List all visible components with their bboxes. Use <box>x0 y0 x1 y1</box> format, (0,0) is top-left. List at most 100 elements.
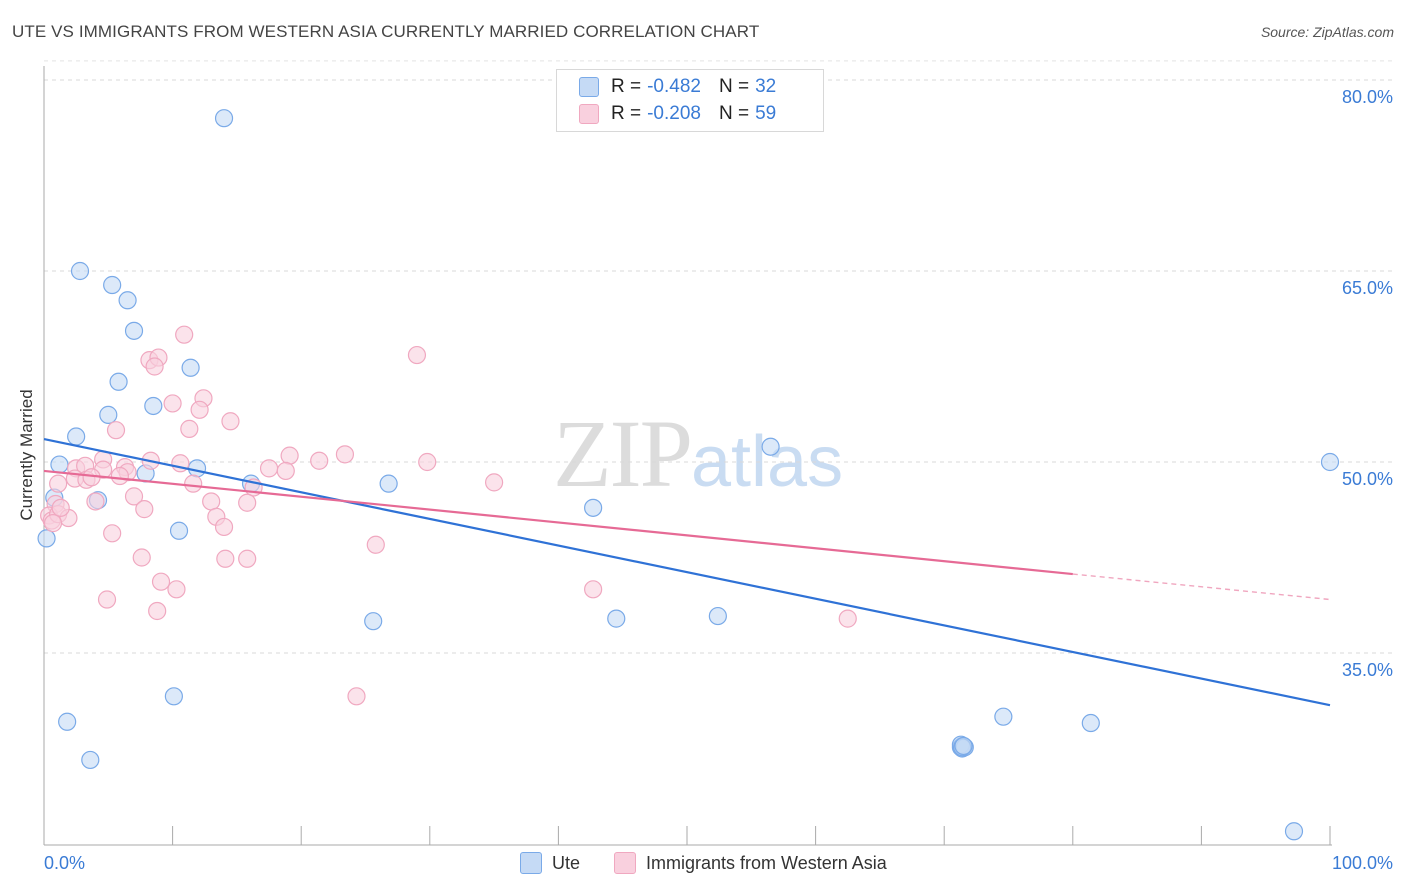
western-asia-point <box>335 445 355 464</box>
y-tick-label: 35.0% <box>1342 660 1393 680</box>
western-asia-point <box>184 474 203 493</box>
western-asia-trend-line-extension <box>1072 573 1331 601</box>
western-asia-point <box>132 548 151 567</box>
series-legend-western-asia: Immigrants from Western Asia <box>614 852 887 874</box>
legend-row-western-asia: R = -0.208 N = 59 <box>579 102 776 126</box>
western-asia-point <box>180 419 199 438</box>
chart-title: UTE VS IMMIGRANTS FROM WESTERN ASIA CURR… <box>12 22 760 41</box>
ute-point <box>181 358 200 377</box>
y-tick-label: 80.0% <box>1342 87 1393 107</box>
western-asia-point <box>221 412 240 431</box>
series-legend-ute: Ute <box>520 852 580 874</box>
western-asia-point <box>124 487 144 506</box>
legend-r-label: R = <box>611 76 642 97</box>
legend-n-value: 32 <box>755 76 777 97</box>
ute-point <box>99 405 118 424</box>
western-asia-point <box>163 394 182 413</box>
western-asia-point <box>145 357 164 376</box>
western-asia-point <box>584 580 603 599</box>
western-asia-point <box>175 325 194 344</box>
ute-point <box>109 372 128 391</box>
western-asia-point <box>86 492 105 511</box>
western-asia-point <box>310 451 329 470</box>
ute-point <box>70 261 90 281</box>
legend-row-ute: R = -0.482 N = 32 <box>579 75 776 99</box>
ute-point <box>103 275 122 295</box>
ute-point <box>379 474 398 493</box>
ute-point <box>169 521 189 540</box>
western-asia-point <box>151 572 171 591</box>
ute-point <box>1081 713 1100 733</box>
ute-point <box>58 712 77 731</box>
western-asia-point <box>366 535 385 554</box>
western-asia-point <box>167 580 186 599</box>
western-asia-point <box>148 601 167 621</box>
western-asia-point <box>103 524 122 543</box>
series-label-ute: Ute <box>552 852 581 873</box>
western-asia-point <box>190 400 209 419</box>
western-asia-point <box>276 461 295 481</box>
legend-swatch-ute <box>579 77 599 97</box>
series-legend: Ute Immigrants from Western Asia <box>520 852 921 874</box>
ute-point <box>1284 822 1304 841</box>
legend-r-label: R = <box>611 103 642 124</box>
western-asia-point <box>214 517 234 537</box>
ute-trend-line <box>43 438 1331 707</box>
y-tick-label: 65.0% <box>1342 278 1393 298</box>
x-tick-label: 100.0% <box>1332 853 1393 873</box>
ute-point <box>124 321 144 340</box>
western-asia-point <box>97 590 117 609</box>
western-asia-point <box>259 459 279 478</box>
series-swatch-ute <box>520 852 542 874</box>
western-asia-point <box>418 452 437 472</box>
ute-point <box>954 736 973 756</box>
western-asia-point <box>280 446 299 465</box>
ute-point <box>118 291 137 310</box>
y-tick-label: 50.0% <box>1342 469 1393 489</box>
ute-point <box>37 529 56 548</box>
ute-point <box>761 437 780 456</box>
ute-point <box>607 609 626 628</box>
western-asia-point <box>407 345 427 365</box>
ute-point <box>144 396 163 416</box>
ute-point <box>81 750 100 770</box>
western-asia-point <box>485 473 504 492</box>
western-asia-point <box>51 498 70 517</box>
series-label-western-asia: Immigrants from Western Asia <box>646 852 887 873</box>
ute-point <box>364 612 383 631</box>
ute-point <box>994 707 1013 726</box>
watermark: ZIPatlas <box>553 398 843 509</box>
western-asia-point <box>238 493 257 512</box>
western-asia-point <box>106 421 126 440</box>
stats-legend: R = -0.482 N = 32 R = -0.208 N = 59 <box>556 69 824 132</box>
ute-point <box>584 498 603 517</box>
western-asia-point <box>135 500 154 519</box>
western-asia-point <box>43 514 63 533</box>
ute-point <box>67 427 86 446</box>
western-asia-point <box>110 466 129 486</box>
western-asia-point <box>216 549 235 568</box>
legend-n-label: N = <box>718 76 750 97</box>
legend-swatch-western-asia <box>579 104 599 124</box>
chart-source: Source: ZipAtlas.com <box>1260 24 1394 40</box>
ute-point <box>708 606 727 626</box>
ute-point <box>1320 452 1340 472</box>
western-asia-point <box>838 609 857 628</box>
western-asia-point <box>202 492 221 511</box>
western-asia-point <box>238 549 257 568</box>
x-tick-label: 0.0% <box>44 853 85 873</box>
legend-n-label: N = <box>718 103 750 124</box>
ute-point <box>50 455 69 474</box>
series-swatch-western-asia <box>614 852 637 874</box>
ute-point <box>164 687 183 706</box>
ute-point <box>187 459 207 478</box>
legend-n-value: 59 <box>755 103 777 124</box>
western-asia-trend-line <box>43 469 1073 576</box>
watermark-zip: ZIP <box>553 400 693 507</box>
legend-r-value: -0.482 <box>647 76 701 97</box>
western-asia-point <box>49 474 68 493</box>
western-asia-point <box>347 687 366 706</box>
ute-point <box>214 109 234 128</box>
legend-r-value: -0.208 <box>647 103 701 124</box>
